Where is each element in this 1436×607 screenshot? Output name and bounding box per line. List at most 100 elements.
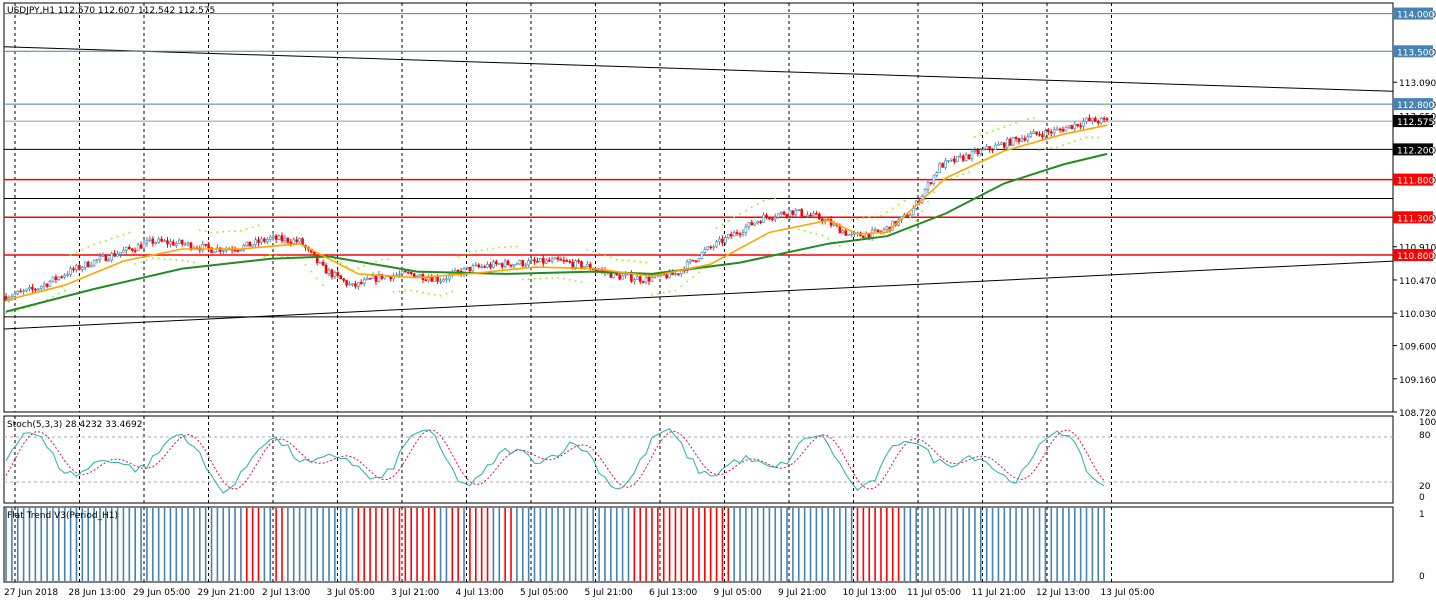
flat-trend-bar (181, 508, 183, 581)
flat-trend-bar (745, 508, 747, 581)
candle-body (744, 226, 748, 233)
psar-dot (1079, 138, 1082, 141)
psar-dot (469, 251, 471, 253)
psar-dot (187, 260, 189, 263)
psar-dot (439, 294, 442, 297)
psar-dot (921, 210, 923, 213)
psar-dot (386, 258, 389, 261)
psar-dot (539, 277, 542, 280)
flat-trend-bar (516, 508, 518, 581)
candle-body (25, 288, 28, 291)
candle-body (544, 259, 548, 264)
candles (4, 114, 1109, 303)
flat-trend-bar (486, 508, 489, 581)
price-level-tag (1393, 98, 1433, 111)
candle-body (633, 279, 636, 282)
y-tick-label: 110.910 (1399, 244, 1436, 254)
candle-body (92, 259, 96, 266)
candle-body (251, 244, 254, 247)
candle-body (242, 245, 246, 251)
psar-dot (1073, 140, 1076, 143)
psar-dot (410, 289, 413, 292)
flat-trend-bar (592, 508, 595, 581)
flat-trend-bar (22, 508, 25, 581)
moving-average-slow (5, 152, 1108, 313)
candle-body (154, 242, 158, 244)
flat-trend-bar (87, 508, 90, 581)
flat-trend-bar (686, 508, 688, 581)
candle-body (145, 240, 149, 244)
candle-body (1061, 128, 1065, 132)
flat-trend-bar (727, 508, 730, 581)
psar-dot (639, 261, 642, 263)
flat-trend-bar (874, 508, 876, 581)
flat-trend-bar (833, 508, 835, 581)
flat-trend-bar (780, 508, 782, 581)
candle-body (964, 154, 968, 161)
psar-dot (204, 230, 207, 233)
candle-body (1011, 136, 1015, 146)
candle-body (1091, 117, 1094, 121)
candle-body (28, 287, 31, 290)
psar-dot (1026, 118, 1029, 121)
psar-dot (850, 218, 853, 221)
candle-body (718, 238, 721, 242)
psar-dot (333, 258, 336, 261)
psar-dot (745, 209, 747, 212)
psar-dot (316, 277, 319, 280)
candle-body (562, 259, 566, 262)
candle-body (503, 260, 507, 268)
flat-trend-bar (750, 508, 753, 581)
psar-dot (862, 217, 865, 219)
candle-body (867, 233, 871, 238)
psar-dot (668, 290, 671, 293)
x-tick-label: 5 Jul 05:00 (520, 588, 569, 598)
flat-trend-bar (1062, 508, 1064, 581)
flat-trend-bar (410, 508, 412, 581)
flat-trend-bar (1097, 508, 1100, 581)
candle-body (31, 287, 34, 290)
candle-body (577, 260, 580, 262)
candle-body (1099, 117, 1103, 124)
candle-body (374, 275, 378, 282)
psar-dot (562, 277, 565, 280)
psar-dot (75, 251, 78, 254)
moving-average-fast (5, 124, 1108, 302)
candle-body (506, 260, 510, 266)
flat-trend-bar (322, 508, 324, 581)
candle-body (961, 155, 965, 161)
candle-body (521, 260, 525, 267)
flat-trend-bar (985, 508, 988, 581)
x-tick-label: 29 Jun 21:00 (198, 588, 255, 598)
flat-trend-bar (651, 508, 653, 581)
psar-dot (492, 247, 495, 250)
psar-dot (580, 281, 583, 283)
candle-body (298, 238, 301, 242)
candle-body (239, 249, 243, 252)
psar-dot (733, 216, 736, 219)
price-level-tag (1393, 7, 1433, 20)
candle-body (885, 226, 889, 231)
flat-trend-bar (839, 508, 841, 581)
price-level-label: 110.800 (1397, 252, 1434, 262)
psar-dot (198, 229, 201, 232)
candle-body (950, 158, 953, 161)
candle-body (809, 214, 812, 217)
psar-dot (1015, 122, 1017, 125)
candle-body (122, 249, 125, 253)
current-price-label: 112.575 (1397, 118, 1434, 128)
psar-dot (868, 216, 871, 219)
candle-body (550, 258, 554, 262)
y-tick-label: 110.470 (1399, 277, 1436, 287)
candle-body (327, 269, 331, 274)
candle-body (1032, 131, 1035, 134)
psar-dot (815, 233, 818, 235)
candle-body (113, 253, 116, 257)
candle-body (1005, 138, 1009, 148)
flat-trend-bar (5, 508, 7, 581)
candle-body (86, 261, 90, 268)
candle-body (139, 244, 143, 249)
psar-dot (739, 213, 741, 215)
